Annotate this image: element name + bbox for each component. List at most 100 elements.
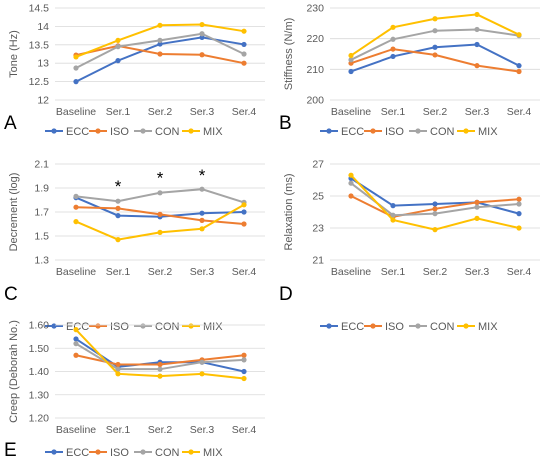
legend-label-iso: ISO bbox=[110, 126, 129, 138]
data-point-ecc bbox=[432, 201, 438, 207]
y-tick-label: 13 bbox=[37, 58, 49, 70]
y-tick-label: 200 bbox=[306, 95, 324, 107]
legend-marker-iso bbox=[370, 323, 376, 329]
data-point-con bbox=[73, 193, 79, 199]
legend-marker-iso bbox=[95, 128, 101, 134]
y-tick-label: 12 bbox=[37, 95, 49, 107]
data-point-iso bbox=[157, 51, 163, 57]
legend-label-iso: ISO bbox=[110, 447, 129, 459]
x-tick-label: Ser.1 bbox=[106, 106, 131, 118]
legend-marker-ecc bbox=[326, 128, 332, 134]
data-point-con bbox=[73, 341, 79, 347]
data-point-iso bbox=[516, 68, 522, 75]
x-tick-label: Ser.4 bbox=[507, 266, 532, 278]
data-point-con bbox=[516, 201, 522, 207]
legend-label-iso: ISO bbox=[110, 321, 129, 333]
legend-label-ecc: ECC bbox=[66, 447, 89, 459]
data-point-con bbox=[390, 36, 396, 42]
legend-marker-con bbox=[140, 449, 146, 455]
data-point-iso bbox=[199, 217, 205, 223]
data-point-con bbox=[241, 51, 247, 57]
x-tick-label: Ser.1 bbox=[106, 266, 131, 278]
data-point-mix bbox=[115, 37, 121, 43]
data-point-mix bbox=[474, 11, 480, 18]
data-point-ecc bbox=[241, 368, 247, 375]
data-point-mix bbox=[73, 327, 79, 333]
x-tick-label: Ser.2 bbox=[148, 424, 173, 436]
data-point-ecc bbox=[73, 336, 79, 342]
legend-label-ecc: ECC bbox=[341, 321, 364, 333]
data-point-con bbox=[474, 204, 480, 210]
legend-marker-con bbox=[415, 323, 421, 329]
y-axis-label: Decrement (log) bbox=[8, 173, 20, 252]
y-tick-label: 1.30 bbox=[29, 389, 50, 401]
x-tick-label: Ser.3 bbox=[465, 106, 490, 118]
data-point-con bbox=[157, 190, 163, 196]
y-tick-label: 220 bbox=[306, 33, 324, 45]
x-tick-label: Ser.1 bbox=[381, 106, 406, 118]
data-point-mix bbox=[73, 219, 79, 225]
legend-label-mix: MIX bbox=[478, 321, 498, 333]
data-point-con bbox=[199, 359, 205, 365]
y-tick-label: 1.50 bbox=[29, 343, 50, 355]
legend-marker-mix bbox=[463, 323, 469, 329]
data-point-con bbox=[432, 211, 438, 217]
y-tick-label: 1.7 bbox=[34, 207, 49, 219]
legend-marker-mix bbox=[188, 449, 194, 455]
y-axis-label: Creep (Deborah No.) bbox=[8, 320, 20, 423]
x-tick-label: Baseline bbox=[56, 424, 96, 436]
panel-c-decrement-chart: 1.3 1.5 1.7 1.9 2.1 Baseline Ser.1 Ser.2 Ser.3 Se… bbox=[4, 159, 265, 333]
y-tick-label: 1.40 bbox=[29, 366, 50, 378]
y-axis-label: Stiffness (N/m) bbox=[283, 18, 295, 91]
significance-asterisk: * bbox=[115, 177, 122, 196]
data-point-iso bbox=[199, 52, 205, 58]
panel-label: D bbox=[279, 284, 293, 305]
data-point-iso bbox=[241, 221, 247, 227]
data-point-ecc bbox=[516, 211, 522, 217]
data-point-mix bbox=[157, 229, 163, 235]
data-point-iso bbox=[348, 193, 354, 199]
legend-marker-con bbox=[140, 128, 146, 134]
data-point-mix bbox=[474, 215, 480, 221]
data-point-ecc bbox=[115, 58, 121, 64]
y-tick-label: 12.5 bbox=[29, 76, 50, 88]
data-point-iso bbox=[115, 361, 121, 368]
data-point-mix bbox=[348, 52, 354, 59]
data-point-mix bbox=[390, 217, 396, 223]
data-point-iso bbox=[474, 63, 480, 69]
data-point-mix bbox=[115, 237, 121, 243]
y-tick-label: 13.5 bbox=[29, 39, 50, 51]
data-point-iso bbox=[73, 204, 79, 210]
data-point-iso bbox=[516, 196, 522, 202]
legend-label-iso: ISO bbox=[385, 321, 404, 333]
data-point-iso bbox=[157, 361, 163, 368]
legend-label-mix: MIX bbox=[203, 126, 223, 138]
panel-label: B bbox=[279, 113, 292, 134]
data-point-mix bbox=[432, 227, 438, 233]
data-point-ecc bbox=[73, 79, 79, 85]
x-tick-label: Baseline bbox=[56, 266, 96, 278]
data-point-con bbox=[115, 44, 121, 50]
legend-label-ecc: ECC bbox=[341, 126, 364, 138]
data-point-con bbox=[348, 180, 354, 186]
y-tick-label: 14.5 bbox=[29, 3, 50, 15]
legend-marker-ecc bbox=[51, 449, 57, 455]
x-tick-label: Ser.4 bbox=[232, 106, 257, 118]
y-tick-label: 23 bbox=[312, 223, 324, 235]
data-point-iso bbox=[390, 46, 396, 52]
data-point-mix bbox=[157, 22, 163, 28]
data-point-con bbox=[157, 37, 163, 43]
data-point-iso bbox=[73, 352, 79, 358]
x-tick-label: Ser.4 bbox=[507, 106, 532, 118]
data-point-ecc bbox=[348, 68, 354, 75]
y-axis-label: Tone (Hz) bbox=[8, 30, 20, 78]
y-tick-label: 21 bbox=[312, 255, 324, 267]
data-point-ecc bbox=[432, 44, 438, 50]
data-point-iso bbox=[474, 199, 480, 205]
data-point-mix bbox=[199, 21, 205, 28]
data-point-ecc bbox=[390, 53, 396, 60]
legend-label-iso: ISO bbox=[385, 126, 404, 138]
y-tick-label: 210 bbox=[306, 64, 324, 76]
panel-label: E bbox=[4, 440, 17, 461]
data-point-mix bbox=[73, 54, 79, 60]
